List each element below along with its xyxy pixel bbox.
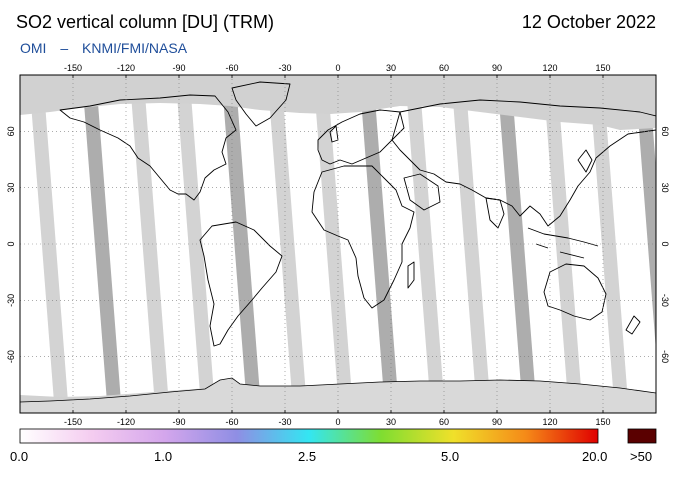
separator: – bbox=[60, 40, 69, 56]
lat-tick-left: 60 bbox=[6, 126, 16, 136]
lon-tick-bottom: -120 bbox=[117, 417, 135, 427]
graticule bbox=[20, 75, 656, 413]
lat-tick-right: 30 bbox=[660, 183, 670, 193]
arctic-no-data bbox=[20, 75, 656, 130]
lon-tick-top: -60 bbox=[225, 63, 238, 73]
colorbar-label-2: 2.5 bbox=[298, 449, 317, 464]
orbit-gap bbox=[359, 75, 400, 413]
colorbar-label-3: 5.0 bbox=[441, 449, 460, 464]
lat-tick-left: -30 bbox=[6, 294, 16, 307]
africa bbox=[311, 165, 415, 309]
arabia bbox=[403, 173, 441, 211]
lon-tick-top: 90 bbox=[492, 63, 502, 73]
lat-tick-left: -60 bbox=[6, 350, 16, 363]
orbit-gap bbox=[221, 75, 262, 413]
map-title: SO2 vertical column [DU] (TRM) bbox=[16, 12, 275, 32]
indonesia bbox=[527, 227, 599, 259]
orbit-gap bbox=[267, 75, 308, 413]
lon-tick-bottom: -30 bbox=[278, 417, 291, 427]
north-america bbox=[59, 94, 237, 201]
lon-tick-bottom: -90 bbox=[172, 417, 185, 427]
india bbox=[485, 197, 505, 229]
greenland bbox=[231, 81, 291, 127]
lon-tick-bottom: 0 bbox=[335, 417, 340, 427]
orbit-gap bbox=[81, 75, 122, 413]
lon-tick-top: 30 bbox=[386, 63, 396, 73]
lon-tick-top: 150 bbox=[595, 63, 610, 73]
lon-tick-bottom: -60 bbox=[225, 417, 238, 427]
orbit-gap bbox=[451, 75, 492, 413]
continents bbox=[59, 81, 656, 347]
orbit-gap bbox=[175, 75, 216, 413]
colorbar-overflow bbox=[627, 428, 657, 444]
map-area bbox=[20, 75, 656, 413]
colorbar-label-1: 1.0 bbox=[154, 449, 173, 464]
lon-tick-top: 60 bbox=[439, 63, 449, 73]
lat-tick-right: 0 bbox=[660, 241, 670, 246]
colorbar-label-0: 0.0 bbox=[10, 449, 29, 464]
lon-tick-top: 0 bbox=[335, 63, 340, 73]
lon-tick-top: 120 bbox=[542, 63, 557, 73]
colorbar-overflow-label: >50 bbox=[630, 449, 653, 464]
axis-ticks: -150 -150 -120 -120 -90 -90 -60 -60 -30 -30 0 0 30 30… bbox=[6, 63, 670, 427]
map-date: 12 October 2022 bbox=[521, 12, 656, 32]
lat-tick-right: -60 bbox=[660, 350, 670, 363]
new-zealand bbox=[625, 315, 641, 335]
lat-tick-right: 60 bbox=[660, 126, 670, 136]
orbit-gap bbox=[313, 75, 354, 413]
lon-tick-top: -90 bbox=[172, 63, 185, 73]
lat-tick-left: 30 bbox=[6, 183, 16, 193]
lon-tick-bottom: 30 bbox=[386, 417, 396, 427]
orbit-gap bbox=[542, 75, 583, 413]
lon-tick-top: -120 bbox=[117, 63, 135, 73]
south-america bbox=[199, 221, 283, 347]
colorbar-label-4: 20.0 bbox=[582, 449, 608, 464]
lon-tick-bottom: 150 bbox=[595, 417, 610, 427]
instrument-label: OMI bbox=[20, 40, 47, 56]
orbit-gap bbox=[634, 75, 656, 351]
lat-tick-right: -30 bbox=[660, 294, 670, 307]
credit-label: KNMI/FMI/NASA bbox=[82, 40, 188, 56]
australia bbox=[543, 263, 607, 321]
lon-tick-bottom: 90 bbox=[492, 417, 502, 427]
orbit-gap bbox=[405, 75, 446, 413]
japan bbox=[577, 149, 593, 173]
lon-tick-bottom: 120 bbox=[542, 417, 557, 427]
asia bbox=[391, 99, 656, 227]
lon-tick-bottom: -150 bbox=[64, 417, 82, 427]
lon-tick-top: -150 bbox=[64, 63, 82, 73]
lon-tick-bottom: 60 bbox=[439, 417, 449, 427]
data-source: OMI – KNMI/FMI/NASA bbox=[20, 40, 197, 56]
europe bbox=[317, 109, 405, 165]
lat-tick-left: 0 bbox=[6, 241, 16, 246]
madagascar bbox=[407, 261, 415, 289]
lon-tick-top: -30 bbox=[278, 63, 291, 73]
colorbar bbox=[19, 428, 599, 444]
